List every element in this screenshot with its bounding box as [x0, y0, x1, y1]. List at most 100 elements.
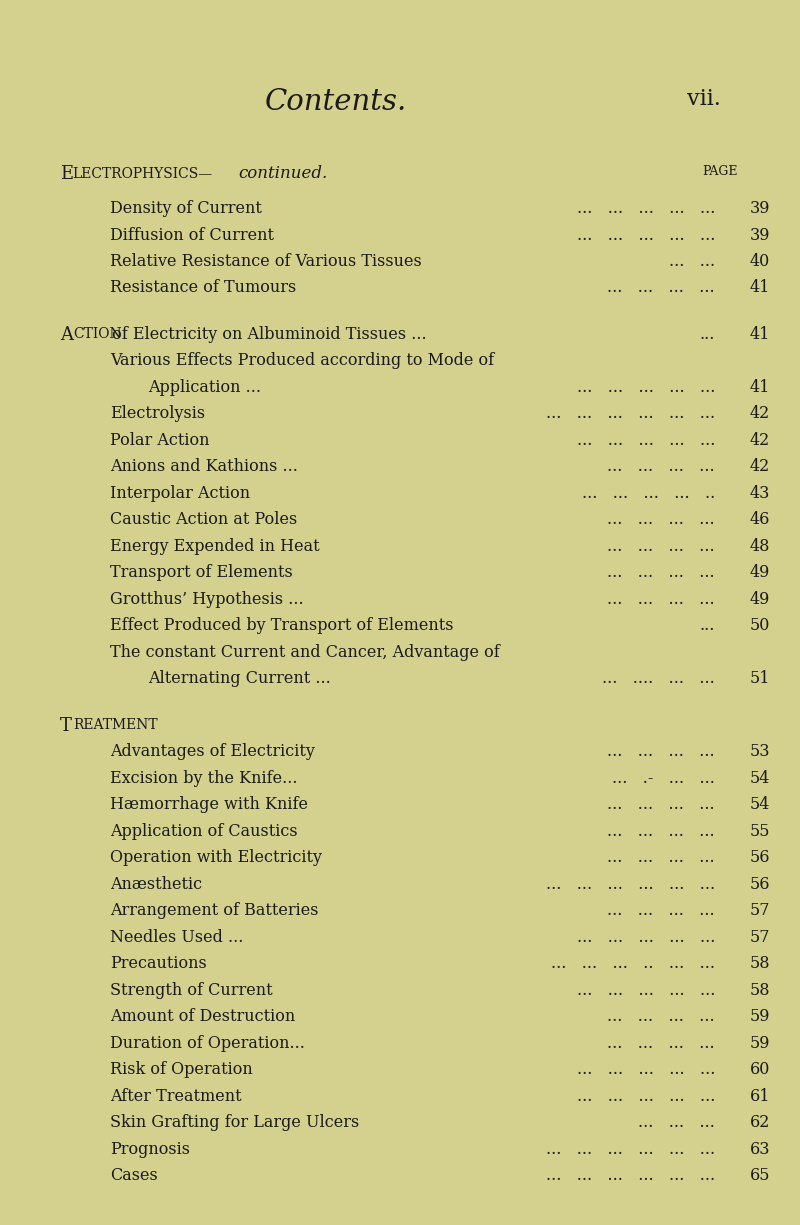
Text: 58: 58	[750, 956, 770, 973]
Text: ...   ...   ...   ...   ..: ... ... ... ... ..	[582, 485, 715, 502]
Text: Density of Current: Density of Current	[110, 200, 262, 217]
Text: 50: 50	[750, 617, 770, 635]
Text: 61: 61	[750, 1088, 770, 1105]
Text: Prognosis: Prognosis	[110, 1140, 190, 1158]
Text: ...   ...   ...   ...   ...: ... ... ... ... ...	[577, 200, 715, 217]
Text: REATMENT: REATMENT	[73, 718, 158, 733]
Text: ...   ...   ...   ...   ...: ... ... ... ... ...	[577, 929, 715, 946]
Text: ...   ...   ...   ...   ...   ...: ... ... ... ... ... ...	[546, 1167, 715, 1185]
Text: 49: 49	[750, 590, 770, 608]
Text: Operation with Electricity: Operation with Electricity	[110, 849, 322, 866]
Text: 42: 42	[750, 405, 770, 423]
Text: A: A	[60, 326, 73, 344]
Text: After Treatment: After Treatment	[110, 1088, 242, 1105]
Text: 65: 65	[750, 1167, 770, 1185]
Text: Energy Expended in Heat: Energy Expended in Heat	[110, 538, 320, 555]
Text: Needles Used ...: Needles Used ...	[110, 929, 243, 946]
Text: Resistance of Tumours: Resistance of Tumours	[110, 279, 296, 296]
Text: ...   ...   ...: ... ... ...	[638, 1115, 715, 1132]
Text: 53: 53	[750, 744, 770, 761]
Text: ...   ...   ...   ...: ... ... ... ...	[607, 903, 715, 919]
Text: Transport of Elements: Transport of Elements	[110, 565, 293, 582]
Text: Relative Resistance of Various Tissues: Relative Resistance of Various Tissues	[110, 254, 422, 270]
Text: 51: 51	[750, 670, 770, 687]
Text: ...   ...   ...   ...   ...   ...: ... ... ... ... ... ...	[546, 405, 715, 423]
Text: Hæmorrhage with Knife: Hæmorrhage with Knife	[110, 796, 308, 813]
Text: 57: 57	[750, 903, 770, 919]
Text: 39: 39	[750, 200, 770, 217]
Text: ...   ...   ...   ...: ... ... ... ...	[607, 458, 715, 475]
Text: 40: 40	[750, 254, 770, 270]
Text: Strength of Current: Strength of Current	[110, 981, 273, 998]
Text: 59: 59	[750, 1035, 770, 1052]
Text: Amount of Destruction: Amount of Destruction	[110, 1008, 295, 1025]
Text: 63: 63	[750, 1140, 770, 1158]
Text: 54: 54	[750, 796, 770, 813]
Text: 41: 41	[750, 279, 770, 296]
Text: 42: 42	[750, 432, 770, 448]
Text: ...   ...   ...   ...   ...: ... ... ... ... ...	[577, 1088, 715, 1105]
Text: ...   ...   ...   ...   ...: ... ... ... ... ...	[577, 1061, 715, 1078]
Text: Caustic Action at Poles: Caustic Action at Poles	[110, 511, 298, 528]
Text: 41: 41	[750, 326, 770, 343]
Text: 49: 49	[750, 565, 770, 582]
Text: 42: 42	[750, 458, 770, 475]
Text: ...   ...   ...   ...: ... ... ... ...	[607, 590, 715, 608]
Text: 62: 62	[750, 1115, 770, 1132]
Text: ...   ...   ...   ..   ...   ...: ... ... ... .. ... ...	[551, 956, 715, 973]
Text: ...   ...   ...   ...: ... ... ... ...	[607, 565, 715, 582]
Text: ...   ...   ...   ...   ...: ... ... ... ... ...	[577, 432, 715, 448]
Text: ...   ...   ...   ...: ... ... ... ...	[607, 796, 715, 813]
Text: Precautions: Precautions	[110, 956, 206, 973]
Text: LECTROPHYSICS—: LECTROPHYSICS—	[72, 167, 212, 180]
Text: Skin Grafting for Large Ulcers: Skin Grafting for Large Ulcers	[110, 1115, 359, 1132]
Text: of Electricity on Albuminoid Tissues ...: of Electricity on Albuminoid Tissues ...	[107, 326, 426, 343]
Text: Anæsthetic: Anæsthetic	[110, 876, 202, 893]
Text: CTION: CTION	[73, 327, 122, 342]
Text: ...   ...   ...   ...: ... ... ... ...	[607, 849, 715, 866]
Text: ...   ...   ...   ...   ...: ... ... ... ... ...	[577, 379, 715, 396]
Text: ...   ...   ...   ...   ...: ... ... ... ... ...	[577, 981, 715, 998]
Text: Contents.: Contents.	[265, 88, 407, 116]
Text: ...   ....   ...   ...: ... .... ... ...	[602, 670, 715, 687]
Text: ...   ...   ...   ...   ...   ...: ... ... ... ... ... ...	[546, 1140, 715, 1158]
Text: ...   ...   ...   ...: ... ... ... ...	[607, 511, 715, 528]
Text: ...: ...	[700, 326, 715, 343]
Text: E: E	[60, 165, 73, 183]
Text: Electrolysis: Electrolysis	[110, 405, 205, 423]
Text: 60: 60	[750, 1061, 770, 1078]
Text: ...   ...   ...   ...: ... ... ... ...	[607, 744, 715, 761]
Text: Anions and Kathions ...: Anions and Kathions ...	[110, 458, 298, 475]
Text: Arrangement of Batteries: Arrangement of Batteries	[110, 903, 318, 919]
Text: Various Effects Produced according to Mode of: Various Effects Produced according to Mo…	[110, 353, 494, 370]
Text: Polar Action: Polar Action	[110, 432, 210, 448]
Text: 54: 54	[750, 769, 770, 786]
Text: ...   .-   ...   ...: ... .- ... ...	[612, 769, 715, 786]
Text: 57: 57	[750, 929, 770, 946]
Text: 56: 56	[750, 849, 770, 866]
Text: 39: 39	[750, 227, 770, 244]
Text: Cases: Cases	[110, 1167, 158, 1185]
Text: 43: 43	[750, 485, 770, 502]
Text: Interpolar Action: Interpolar Action	[110, 485, 250, 502]
Text: ...   ...   ...   ...   ...   ...: ... ... ... ... ... ...	[546, 876, 715, 893]
Text: ...: ...	[700, 617, 715, 635]
Text: PAGE: PAGE	[702, 165, 738, 178]
Text: ...   ...   ...   ...: ... ... ... ...	[607, 1008, 715, 1025]
Text: Excision by the Knife...: Excision by the Knife...	[110, 769, 298, 786]
Text: Diffusion of Current: Diffusion of Current	[110, 227, 274, 244]
Text: 41: 41	[750, 379, 770, 396]
Text: 56: 56	[750, 876, 770, 893]
Text: ...   ...   ...   ...: ... ... ... ...	[607, 1035, 715, 1052]
Text: T: T	[60, 717, 72, 735]
Text: Risk of Operation: Risk of Operation	[110, 1061, 253, 1078]
Text: Advantages of Electricity: Advantages of Electricity	[110, 744, 315, 761]
Text: The constant Current and Cancer, Advantage of: The constant Current and Cancer, Advanta…	[110, 644, 500, 662]
Text: ...   ...   ...   ...: ... ... ... ...	[607, 279, 715, 296]
Text: Grotthus’ Hypothesis ...: Grotthus’ Hypothesis ...	[110, 590, 304, 608]
Text: ...   ...   ...   ...   ...: ... ... ... ... ...	[577, 227, 715, 244]
Text: ...   ...: ... ...	[669, 254, 715, 270]
Text: 48: 48	[750, 538, 770, 555]
Text: Application ...: Application ...	[148, 379, 261, 396]
Text: 46: 46	[750, 511, 770, 528]
